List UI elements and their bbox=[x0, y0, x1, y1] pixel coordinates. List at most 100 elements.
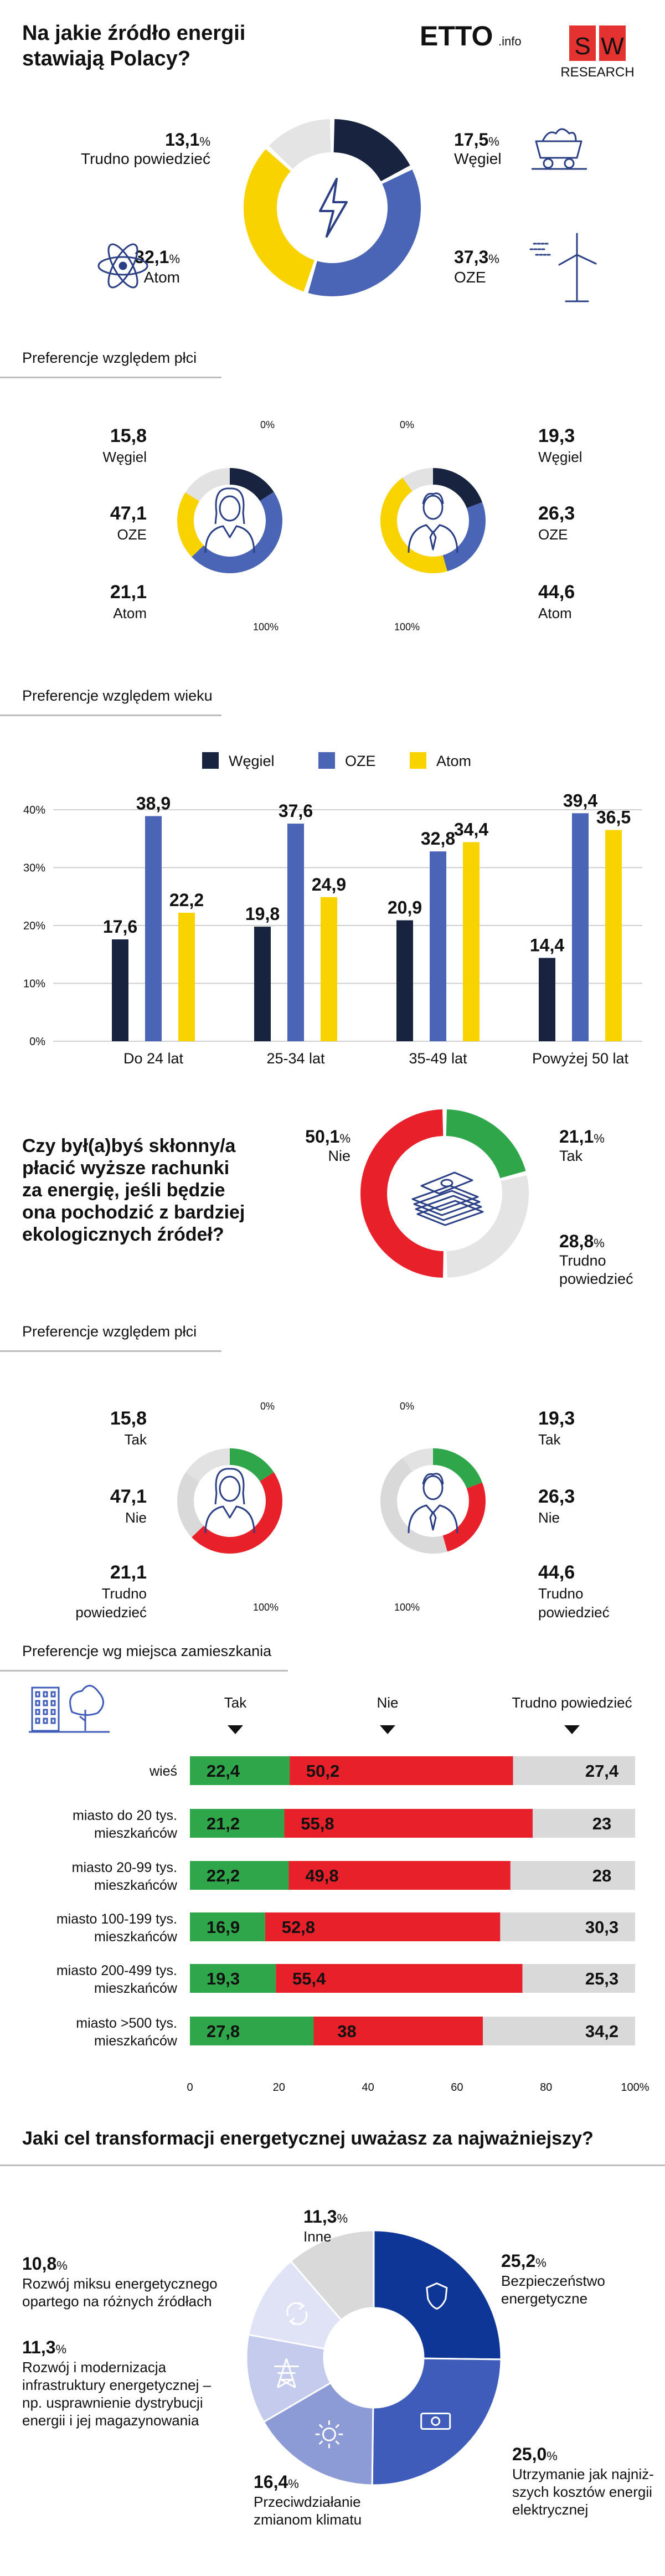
stacked-bar-value: 50,2 bbox=[306, 1761, 339, 1781]
label-goal-costs: 25,0% bbox=[512, 2444, 558, 2464]
tie bbox=[429, 1511, 437, 1531]
stacked-bar-nie bbox=[265, 1912, 501, 1941]
atom-icon bbox=[97, 243, 148, 289]
label-oze-text: OZE bbox=[454, 269, 486, 286]
stacked-bar-trudno-powiedzieć bbox=[500, 1912, 635, 1941]
bar-value-label: 32,8 bbox=[421, 829, 455, 849]
row-category-label: mieszkańców bbox=[94, 1826, 178, 1841]
x-tick-label: 20 bbox=[273, 2081, 285, 2094]
bar-atom bbox=[605, 830, 622, 1041]
label-tak-text: Tak bbox=[559, 1148, 583, 1164]
stacked-bar-tak bbox=[190, 1756, 290, 1785]
label-goal-climate-text: Przeciwdziałanie bbox=[254, 2493, 361, 2510]
bar-węgiel bbox=[539, 958, 555, 1041]
label-goal-other-value: 11,3 bbox=[303, 2207, 337, 2227]
label-coal-unit: % bbox=[488, 135, 499, 148]
bar-atom bbox=[178, 913, 195, 1041]
section-divider bbox=[0, 2164, 665, 2166]
female-category: OZE bbox=[117, 526, 147, 543]
orbit bbox=[107, 243, 138, 289]
y-tick-label: 10% bbox=[23, 978, 45, 990]
donut-slice-węgiel bbox=[333, 119, 410, 182]
male-value: 44,6 bbox=[538, 1562, 575, 1583]
female-value: 47,1 bbox=[110, 503, 147, 524]
scale-start-label: 0% bbox=[400, 1401, 414, 1412]
bar-atom bbox=[321, 897, 337, 1041]
stacked-bar-value: 38 bbox=[337, 2022, 356, 2041]
stacked-bar-tak bbox=[190, 1912, 265, 1941]
cart-body bbox=[535, 140, 582, 159]
bar-value-label: 14,4 bbox=[530, 935, 564, 955]
money-stack-icon bbox=[411, 1171, 484, 1226]
label-atom-unit: % bbox=[169, 252, 180, 266]
male-value: 19,3 bbox=[538, 425, 575, 446]
banknote bbox=[420, 1171, 473, 1195]
label-nie-value: 50,1 bbox=[305, 1127, 339, 1146]
legend-swatch bbox=[410, 752, 426, 769]
legend-label: OZE bbox=[345, 753, 376, 769]
window bbox=[43, 1718, 48, 1724]
etto-logo-suffix: .info bbox=[498, 34, 522, 48]
stacked-bar-trudno-powiedzieć bbox=[533, 1809, 635, 1838]
stacked-bar-nie bbox=[288, 1861, 511, 1890]
sun-ray bbox=[318, 2440, 323, 2445]
power-pylon-icon bbox=[274, 2358, 299, 2388]
bar-oze bbox=[287, 824, 304, 1041]
man-icon bbox=[408, 492, 458, 553]
sw-logo-letter: W bbox=[601, 33, 624, 60]
question-text: ekologicznych źródeł? bbox=[22, 1224, 224, 1245]
scale-end-label: 100% bbox=[253, 621, 279, 633]
stacked-bar-nie bbox=[290, 1756, 513, 1785]
label-goal-mix-text: opartego na różnych źródłach bbox=[22, 2293, 212, 2310]
donut-slice-oze bbox=[308, 169, 421, 296]
male-value: 19,3 bbox=[538, 1408, 575, 1429]
row-category-label: mieszkańców bbox=[94, 2033, 178, 2049]
label-goal-climate-text: zmianom klimatu bbox=[254, 2511, 362, 2528]
head bbox=[219, 495, 241, 522]
male-category: Nie bbox=[538, 1509, 560, 1526]
donut-slice-goal-1 bbox=[371, 2357, 502, 2486]
legend-arrow-icon bbox=[228, 1725, 243, 1734]
y-tick-label: 30% bbox=[23, 862, 45, 875]
note-mark bbox=[431, 2416, 441, 2426]
shoulders bbox=[204, 525, 255, 553]
label-nie-text: Nie bbox=[328, 1148, 350, 1164]
bar-value-label: 36,5 bbox=[596, 808, 631, 827]
stacked-bar-trudno-powiedzieć bbox=[522, 1964, 635, 1993]
sw-logo-block bbox=[599, 25, 626, 61]
hair bbox=[215, 487, 245, 525]
note bbox=[420, 2413, 451, 2430]
gender-energy-female-segment-1 bbox=[192, 492, 282, 573]
label-unsure-text: Trudno bbox=[559, 1252, 606, 1269]
stacked-bar-value: 19,3 bbox=[207, 1969, 240, 1988]
label-oze: 37,3% bbox=[454, 247, 499, 267]
question-text: ona pochodzić z bardziej bbox=[22, 1202, 245, 1223]
section-divider bbox=[0, 1670, 288, 1672]
donut-slice-trudno-powiedzieć bbox=[269, 119, 332, 169]
stacked-bar-tak bbox=[190, 1809, 285, 1838]
x-tick-label: 40 bbox=[362, 2081, 374, 2094]
hair bbox=[422, 492, 444, 505]
x-tick-label: 80 bbox=[540, 2081, 552, 2094]
lightning-bolt-icon bbox=[319, 178, 348, 238]
page-title: stawiają Polacy? bbox=[22, 47, 190, 70]
section-title: Preferencje względem wieku bbox=[22, 687, 213, 704]
label-oze-value: 37,3 bbox=[454, 247, 488, 267]
question-text: za energię, jeśli będzie bbox=[22, 1180, 225, 1201]
head bbox=[422, 495, 444, 520]
hair bbox=[215, 1468, 245, 1505]
recycle-icon bbox=[286, 2302, 308, 2326]
x-category-label: 25-34 lat bbox=[266, 1050, 325, 1067]
stacked-bar-trudno-powiedzieć bbox=[510, 1861, 635, 1890]
legend-swatch bbox=[202, 752, 219, 769]
x-tick-label: 60 bbox=[451, 2081, 463, 2094]
y-tick-label: 0% bbox=[29, 1036, 45, 1048]
label-unsure-text: powiedzieć bbox=[559, 1271, 633, 1287]
female-category: Nie bbox=[125, 1509, 147, 1526]
bar-węgiel bbox=[112, 939, 128, 1041]
female-category: Trudno bbox=[102, 1585, 147, 1602]
scale-end-label: 100% bbox=[394, 621, 420, 633]
label-goal-costs-text: Utrzymanie jak najniż- bbox=[512, 2466, 654, 2482]
